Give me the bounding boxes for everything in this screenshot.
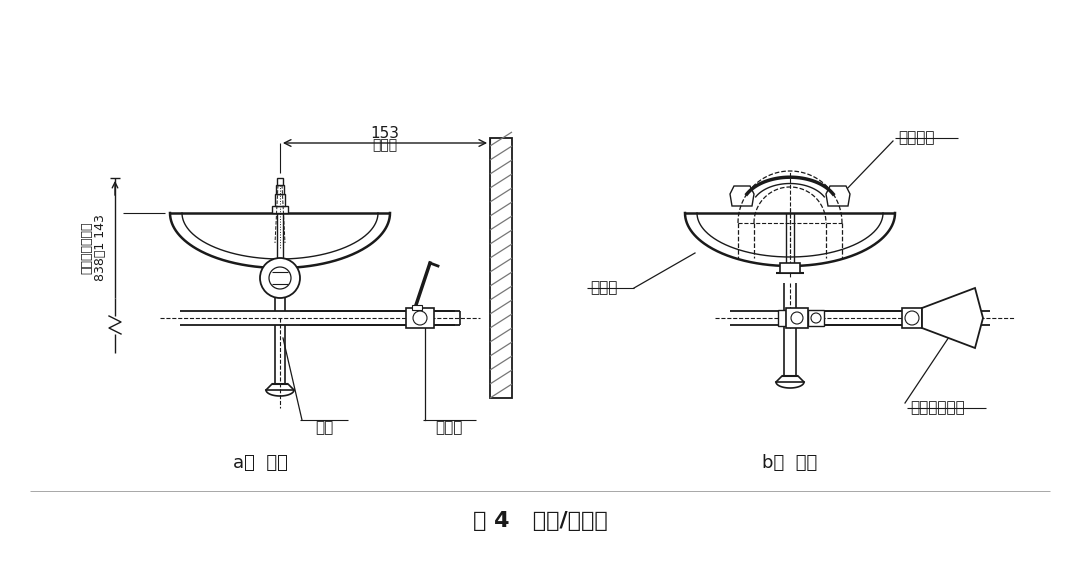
Bar: [411, 305, 422, 310]
Circle shape: [811, 313, 821, 323]
Bar: [272, 206, 288, 213]
Bar: [275, 194, 285, 206]
Circle shape: [269, 267, 291, 289]
Text: 图 4   洗眼/洗脸器: 图 4 洗眼/洗脸器: [473, 511, 607, 531]
Polygon shape: [922, 288, 983, 348]
Circle shape: [791, 312, 804, 324]
Text: 洗眼喷头: 洗眼喷头: [897, 131, 934, 145]
Text: 最小值: 最小值: [373, 138, 397, 152]
Circle shape: [905, 311, 919, 325]
Text: 153: 153: [370, 127, 400, 141]
Text: 阀门驱动装置: 阀门驱动装置: [910, 400, 964, 415]
Bar: [276, 185, 284, 194]
Text: a）  正面: a） 正面: [232, 454, 287, 472]
Bar: [808, 310, 824, 326]
Polygon shape: [826, 186, 850, 206]
Bar: [778, 310, 786, 326]
Text: 控制阀: 控制阀: [435, 421, 462, 436]
Bar: [406, 308, 434, 328]
Circle shape: [413, 311, 427, 325]
Bar: [276, 178, 283, 185]
Text: 838～1 143: 838～1 143: [95, 215, 108, 282]
Bar: [490, 138, 512, 398]
Bar: [786, 308, 808, 328]
Bar: [902, 308, 922, 328]
Text: 至使用者站立面: 至使用者站立面: [81, 222, 94, 274]
Polygon shape: [730, 186, 754, 206]
Text: 洗眼盆: 洗眼盆: [590, 280, 618, 296]
Circle shape: [260, 258, 300, 298]
Text: b）  侧面: b） 侧面: [762, 454, 818, 472]
Bar: [272, 266, 288, 290]
Bar: [780, 263, 800, 273]
Text: 管道: 管道: [315, 421, 334, 436]
